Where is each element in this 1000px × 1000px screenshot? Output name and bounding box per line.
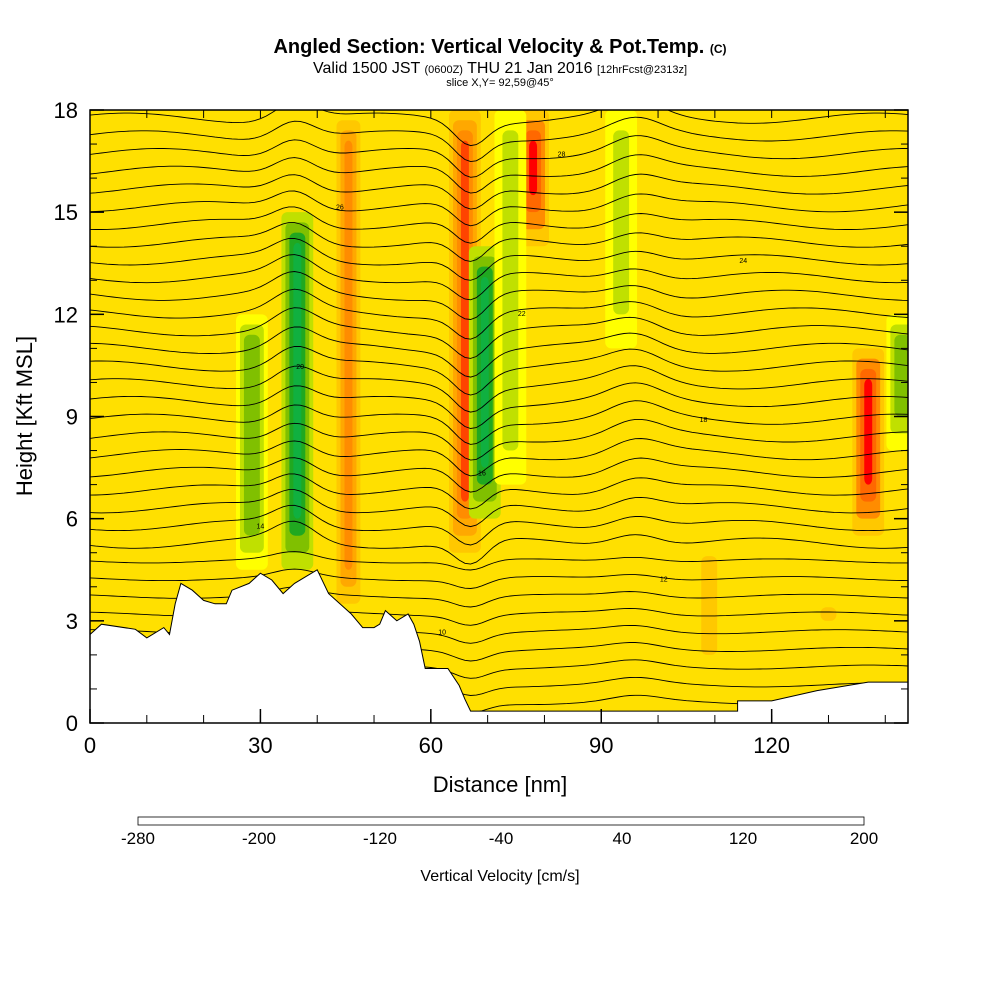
x-tick-label: 120 xyxy=(753,733,790,758)
isentrope-label: 16 xyxy=(478,470,486,477)
colorbar: -280 -200 -120 -40 40 120 200 xyxy=(121,816,878,848)
isentrope-line xyxy=(90,237,908,281)
isentrope-label: 26 xyxy=(336,205,344,212)
axes: 0 30 60 90 120 0 3 6 9 12 15 18 xyxy=(54,98,908,758)
isentrope-line xyxy=(90,154,908,194)
y-tick-label: 0 xyxy=(66,711,78,736)
isentrope-line xyxy=(90,473,908,510)
colorbar-tick-label: 200 xyxy=(850,829,878,848)
updraft-band xyxy=(820,607,837,621)
updraft-band xyxy=(529,140,538,196)
x-tick-label: 30 xyxy=(248,733,272,758)
valid-zulu: (0600Z) xyxy=(424,64,463,76)
isentrope-label: 18 xyxy=(700,417,708,424)
colorbar-tick-label: 120 xyxy=(729,829,757,848)
isentrope-line xyxy=(90,438,908,477)
y-tick-label: 3 xyxy=(66,609,78,634)
isentrope-label: 10 xyxy=(438,630,446,637)
downdraft-band xyxy=(506,140,515,434)
x-axis-label: Distance [nm] xyxy=(433,772,568,797)
valid-time: Valid 1500 JST xyxy=(312,60,420,77)
colorbar-tick-label: -200 xyxy=(242,829,276,848)
isentrope-line xyxy=(90,586,908,608)
isentrope-line xyxy=(90,254,908,301)
isentrope-line xyxy=(90,222,908,262)
isentrope-label: 20 xyxy=(296,364,304,371)
isentrope-line xyxy=(90,504,908,546)
isentrope-line xyxy=(90,326,908,378)
isentrope-line xyxy=(90,382,908,429)
isentrope-line xyxy=(90,400,908,445)
updraft-band xyxy=(864,379,873,485)
valid-date: THU 21 Jan 2016 xyxy=(467,60,593,77)
colorbar-frame xyxy=(137,816,865,826)
isentrope-line xyxy=(90,190,908,227)
colorbar-tick-label: 40 xyxy=(613,829,632,848)
isentrope-label: 14 xyxy=(257,523,265,530)
isentrope-line xyxy=(90,307,908,359)
x-tick-label: 90 xyxy=(589,733,613,758)
colorbar-tick-label: -40 xyxy=(489,829,514,848)
isentrope-line xyxy=(90,288,908,340)
isentrope-line xyxy=(90,271,908,320)
isentrope-line xyxy=(90,116,908,163)
isentrope-line xyxy=(90,173,908,210)
downdraft-band xyxy=(617,140,626,298)
y-tick-label: 12 xyxy=(54,302,78,327)
x-tick-label: 60 xyxy=(419,733,443,758)
downdraft-band xyxy=(247,344,256,519)
updraft-band xyxy=(344,140,353,570)
isentrope-label: 22 xyxy=(518,311,526,318)
colorbar-tick-label: -280 xyxy=(121,829,155,848)
updraft-band xyxy=(705,566,714,638)
isentrope-line xyxy=(90,489,908,528)
y-axis-label: Height [Kft MSL] xyxy=(12,336,37,496)
title-unit: (C) xyxy=(709,42,727,56)
isentrope-line xyxy=(90,457,908,493)
y-tick-label: 6 xyxy=(66,507,78,532)
colorbar-tick-label: -120 xyxy=(363,829,397,848)
isentrope-line xyxy=(90,568,908,589)
x-tick-label: 0 xyxy=(84,733,96,758)
title-text: Angled Section: Vertical Velocity & Pot.… xyxy=(273,36,705,58)
isentrope-line xyxy=(90,520,908,565)
isentrope-line xyxy=(90,110,908,147)
y-tick-label: 9 xyxy=(66,405,78,430)
slice-info: slice X,Y= 92,59@45° xyxy=(446,77,554,89)
isentrope-line xyxy=(90,135,908,178)
chart-title: Angled Section: Vertical Velocity & Pot.… xyxy=(0,36,1000,59)
downdraft-band xyxy=(898,344,907,400)
isentrope-label: 24 xyxy=(739,258,747,265)
updraft-band xyxy=(824,617,833,619)
isentrope-label: 12 xyxy=(660,577,668,584)
isentrope-line xyxy=(90,346,908,396)
downdraft-band xyxy=(480,276,489,468)
isentrope-line xyxy=(90,206,908,244)
isentrope-line xyxy=(90,418,908,461)
updraft-band xyxy=(460,140,469,502)
downdraft-band xyxy=(293,242,302,519)
isentrope-label: 28 xyxy=(558,152,566,159)
y-tick-label: 15 xyxy=(54,200,78,225)
isentrope-line xyxy=(90,551,908,571)
y-tick-label: 18 xyxy=(54,98,78,123)
chart-subtitle: Valid 1500 JST (0600Z) THU 21 Jan 2016 [… xyxy=(0,60,1000,78)
terrain-profile xyxy=(89,569,909,724)
forecast-info: [12hrFcst@2313z] xyxy=(596,64,688,76)
colorbar-label: Vertical Velocity [cm/s] xyxy=(420,868,579,885)
terrain-mask xyxy=(89,569,909,724)
isentrope-line xyxy=(90,365,908,413)
